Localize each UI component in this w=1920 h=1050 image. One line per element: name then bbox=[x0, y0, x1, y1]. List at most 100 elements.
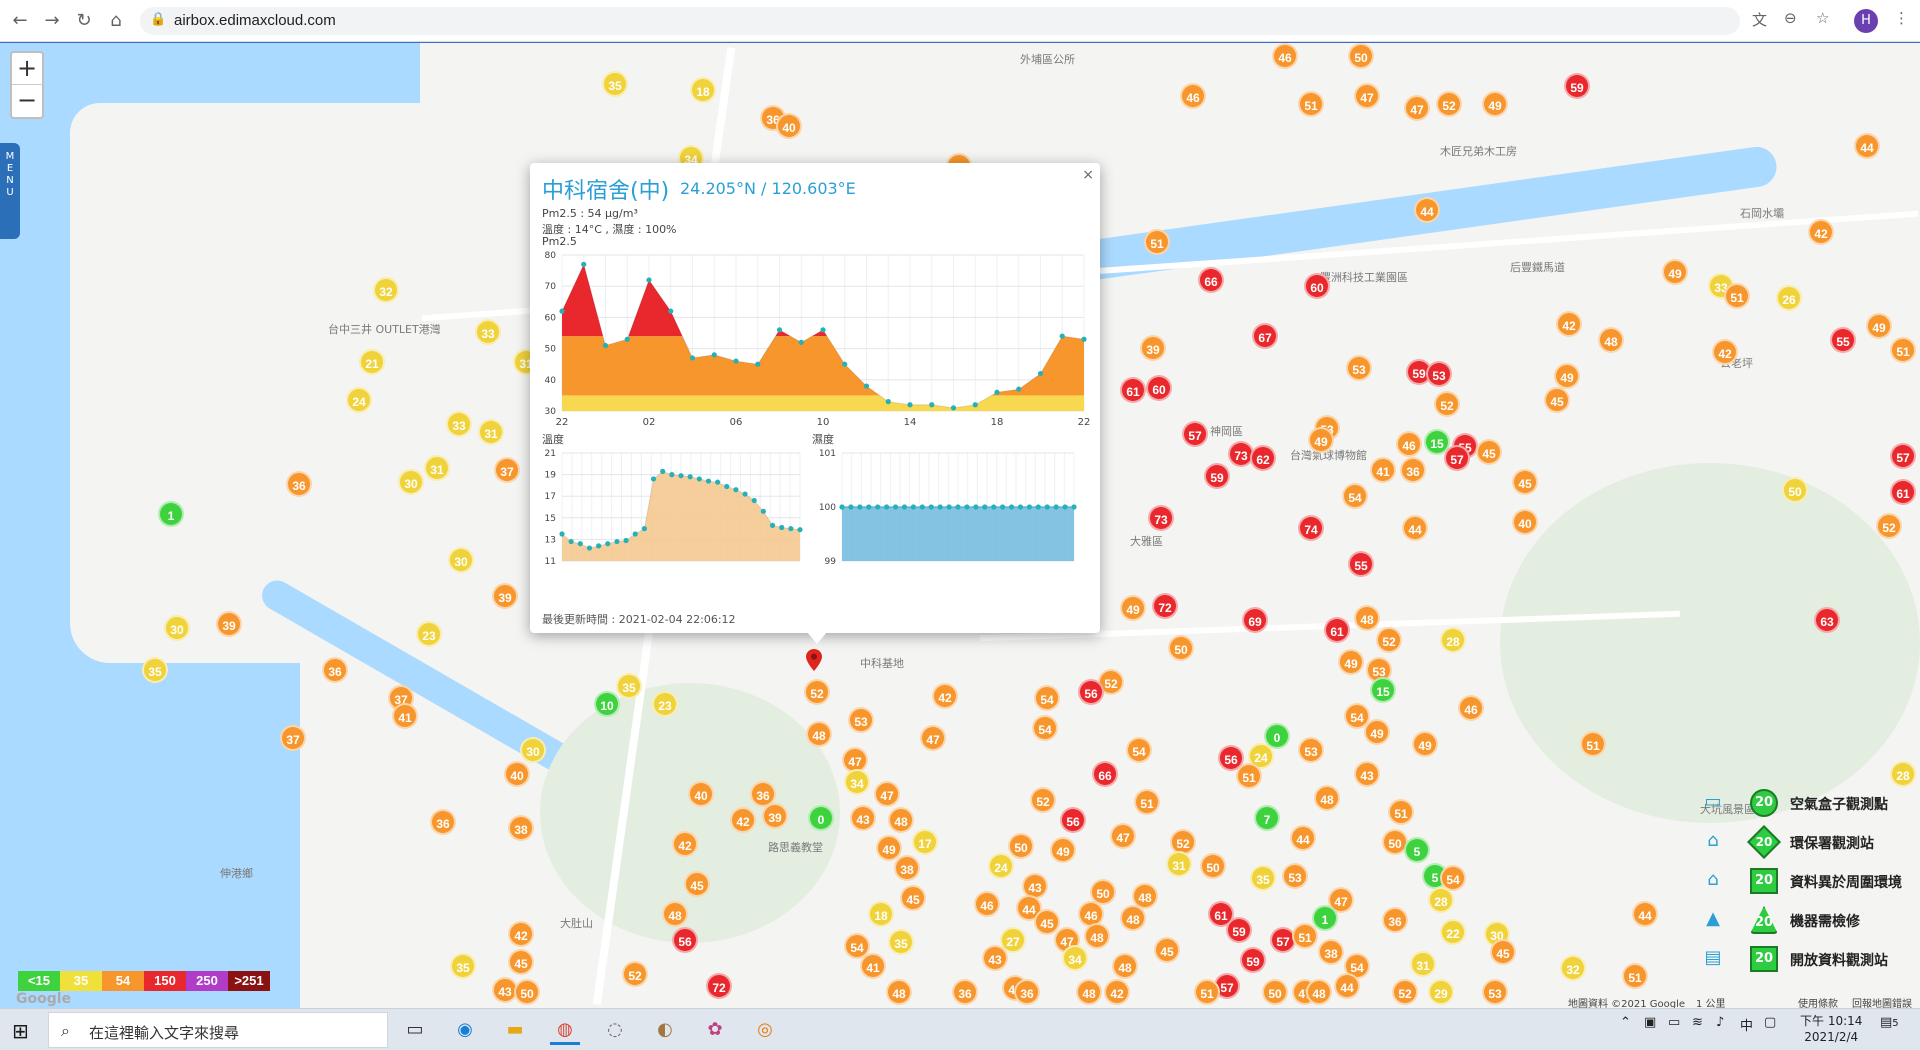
sensor-marker[interactable]: 30 bbox=[520, 737, 546, 763]
sensor-marker[interactable]: 49 bbox=[1120, 595, 1146, 621]
app-gimp-icon[interactable]: ◐ bbox=[657, 1019, 673, 1040]
sensor-marker[interactable]: 44 bbox=[1854, 133, 1880, 159]
sensor-marker[interactable]: 57 bbox=[1182, 421, 1208, 447]
sensor-marker[interactable]: 47 bbox=[1110, 823, 1136, 849]
sensor-marker[interactable]: 48 bbox=[1084, 923, 1110, 949]
sensor-marker[interactable]: 49 bbox=[1412, 731, 1438, 757]
sensor-marker[interactable]: 36 bbox=[322, 657, 348, 683]
sensor-marker[interactable]: 26 bbox=[1776, 285, 1802, 311]
sensor-marker[interactable]: 38 bbox=[894, 855, 920, 881]
tray-network-icon[interactable]: ▣ bbox=[1644, 1015, 1657, 1030]
sensor-marker[interactable]: 52 bbox=[1392, 979, 1418, 1005]
notification-icon[interactable]: ▤5 bbox=[1880, 1015, 1899, 1030]
sensor-marker[interactable]: 54 bbox=[1440, 865, 1466, 891]
sensor-marker[interactable]: 50 bbox=[514, 979, 540, 1005]
zoom-icon[interactable]: ⊖ bbox=[1784, 9, 1797, 27]
zoom-out-button[interactable]: − bbox=[16, 86, 38, 114]
sensor-marker[interactable]: 49 bbox=[1364, 719, 1390, 745]
sensor-marker[interactable]: 50 bbox=[1008, 833, 1034, 859]
sensor-marker[interactable]: 73 bbox=[1148, 505, 1174, 531]
sensor-marker[interactable]: 39 bbox=[762, 803, 788, 829]
sensor-marker[interactable]: 15 bbox=[1370, 677, 1396, 703]
sensor-marker[interactable]: 52 bbox=[1376, 627, 1402, 653]
sensor-marker[interactable]: 67 bbox=[1252, 323, 1278, 349]
address-bar[interactable]: 🔒 airbox.edimaxcloud.com bbox=[140, 7, 1740, 35]
sensor-marker[interactable]: 54 bbox=[844, 933, 870, 959]
sensor-marker[interactable]: 61 bbox=[1120, 377, 1146, 403]
chrome-icon[interactable]: ◍ bbox=[550, 1015, 580, 1045]
sensor-marker[interactable]: 45 bbox=[1034, 909, 1060, 935]
sensor-marker[interactable]: 40 bbox=[1512, 509, 1538, 535]
sensor-marker[interactable]: 43 bbox=[1022, 873, 1048, 899]
sensor-marker[interactable]: 24 bbox=[346, 387, 372, 413]
sensor-marker[interactable]: 5 bbox=[1404, 837, 1430, 863]
menu-tab[interactable]: MENU bbox=[0, 143, 20, 239]
sensor-marker[interactable]: 56 bbox=[1078, 679, 1104, 705]
sensor-marker[interactable]: 18 bbox=[868, 901, 894, 927]
sensor-marker[interactable]: 73 bbox=[1228, 441, 1254, 467]
sensor-marker[interactable]: 49 bbox=[1866, 313, 1892, 339]
sensor-marker[interactable]: 53 bbox=[848, 707, 874, 733]
sensor-marker[interactable]: 34 bbox=[1062, 945, 1088, 971]
sensor-marker[interactable]: 48 bbox=[1314, 785, 1340, 811]
sensor-marker[interactable]: 52 bbox=[1876, 513, 1902, 539]
taskbar-clock[interactable]: 下午 10:14 2021/2/4 bbox=[1800, 1013, 1862, 1045]
sensor-marker[interactable]: 50 bbox=[1262, 979, 1288, 1005]
sensor-marker[interactable]: 57 bbox=[1890, 443, 1916, 469]
sensor-marker[interactable]: 32 bbox=[1560, 955, 1586, 981]
sensor-marker[interactable]: 39 bbox=[492, 583, 518, 609]
sensor-marker[interactable]: 74 bbox=[1298, 515, 1324, 541]
sensor-marker[interactable]: 54 bbox=[1342, 483, 1368, 509]
sensor-marker[interactable]: 51 bbox=[1292, 923, 1318, 949]
sensor-marker[interactable]: 36 bbox=[952, 979, 978, 1005]
sensor-marker[interactable]: 17 bbox=[912, 829, 938, 855]
sensor-marker[interactable]: 53 bbox=[1426, 361, 1452, 387]
sensor-marker[interactable]: 36 bbox=[286, 471, 312, 497]
sensor-marker[interactable]: 52 bbox=[1436, 91, 1462, 117]
sensor-marker[interactable]: 47 bbox=[920, 725, 946, 751]
sensor-marker[interactable]: 39 bbox=[216, 611, 242, 637]
sensor-marker[interactable]: 51 bbox=[1580, 731, 1606, 757]
sensor-marker[interactable]: 66 bbox=[1198, 267, 1224, 293]
sensor-marker[interactable]: 44 bbox=[1402, 515, 1428, 541]
sensor-marker[interactable]: 38 bbox=[508, 815, 534, 841]
sensor-marker[interactable]: 36 bbox=[750, 781, 776, 807]
sensor-marker[interactable]: 31 bbox=[478, 419, 504, 445]
sensor-marker[interactable]: 40 bbox=[776, 113, 802, 139]
sensor-marker[interactable]: 35 bbox=[888, 929, 914, 955]
sensor-marker[interactable]: 45 bbox=[1512, 469, 1538, 495]
sensor-marker[interactable]: 69 bbox=[1242, 607, 1268, 633]
sensor-marker[interactable]: 46 bbox=[1458, 695, 1484, 721]
sensor-marker[interactable]: 42 bbox=[730, 807, 756, 833]
sensor-marker[interactable]: 51 bbox=[1134, 789, 1160, 815]
sensor-marker[interactable]: 41 bbox=[392, 703, 418, 729]
sensor-marker[interactable]: 31 bbox=[1166, 851, 1192, 877]
sensor-marker[interactable]: 42 bbox=[1104, 979, 1130, 1005]
sensor-marker[interactable]: 66 bbox=[1092, 761, 1118, 787]
location-pin-icon[interactable] bbox=[806, 649, 822, 671]
sensor-marker[interactable]: 43 bbox=[982, 945, 1008, 971]
sensor-marker[interactable]: 51 bbox=[1388, 799, 1414, 825]
sensor-marker[interactable]: 59 bbox=[1564, 73, 1590, 99]
sensor-marker[interactable]: 61 bbox=[1890, 479, 1916, 505]
sensor-marker[interactable]: 51 bbox=[1724, 283, 1750, 309]
sensor-marker[interactable]: 59 bbox=[1240, 947, 1266, 973]
sensor-marker[interactable]: 47 bbox=[1328, 887, 1354, 913]
sensor-marker[interactable]: 30 bbox=[164, 615, 190, 641]
sensor-marker[interactable]: 34 bbox=[844, 769, 870, 795]
sensor-marker[interactable]: 36 bbox=[1382, 907, 1408, 933]
sensor-marker[interactable]: 44 bbox=[1290, 825, 1316, 851]
sensor-marker[interactable]: 59 bbox=[1204, 463, 1230, 489]
sensor-marker[interactable]: 50 bbox=[1348, 43, 1374, 69]
sensor-marker[interactable]: 42 bbox=[1808, 219, 1834, 245]
sensor-marker[interactable]: 44 bbox=[1414, 197, 1440, 223]
sensor-marker[interactable]: 48 bbox=[1132, 883, 1158, 909]
terms-link[interactable]: 使用條款 bbox=[1798, 999, 1838, 1008]
sensor-marker[interactable]: 31 bbox=[424, 455, 450, 481]
home-icon[interactable]: ⌂ bbox=[110, 10, 122, 31]
sensor-marker[interactable]: 45 bbox=[1490, 939, 1516, 965]
sensor-marker[interactable]: 49 bbox=[1338, 649, 1364, 675]
sensor-marker[interactable]: 53 bbox=[1282, 863, 1308, 889]
tray-battery-icon[interactable]: ▭ bbox=[1668, 1015, 1681, 1030]
close-icon[interactable]: × bbox=[1082, 167, 1094, 183]
